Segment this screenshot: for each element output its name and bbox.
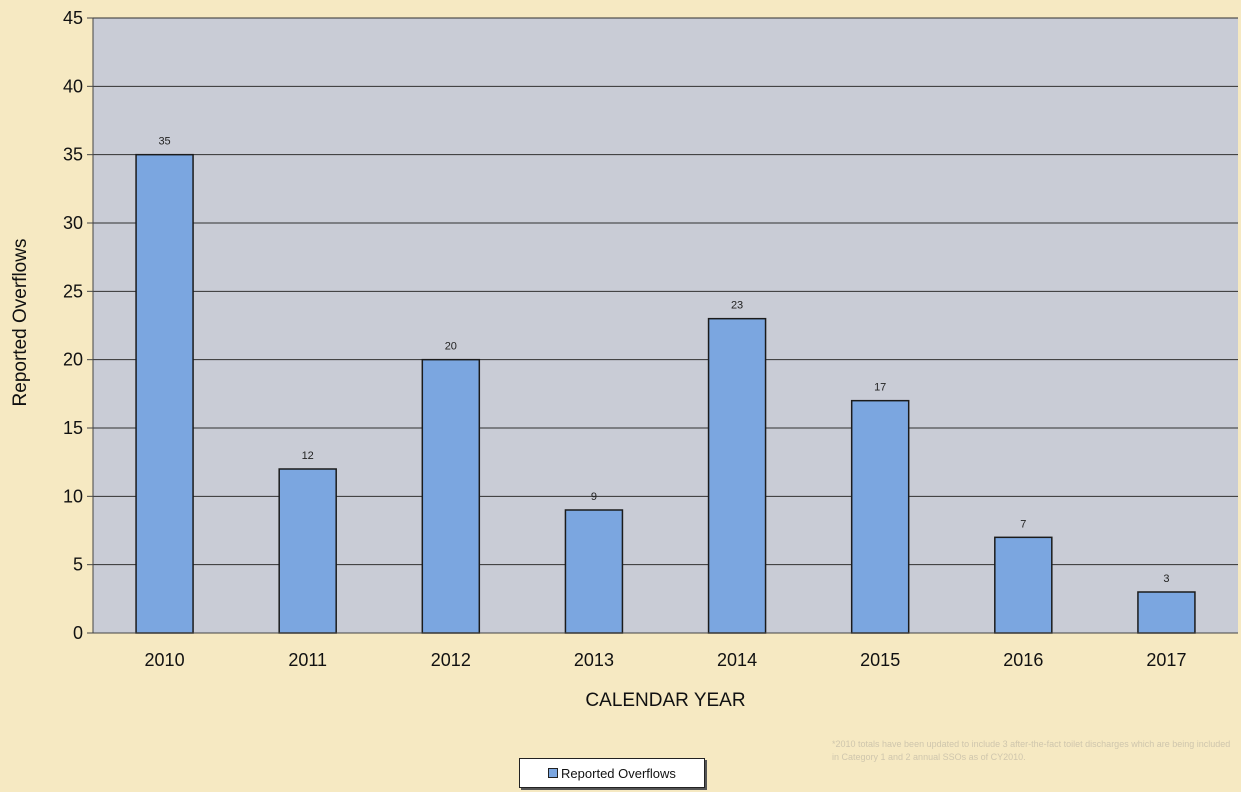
legend-label: Reported Overflows bbox=[561, 765, 676, 781]
bar-2010 bbox=[135, 153, 194, 634]
bars bbox=[135, 153, 1196, 634]
bar-2011 bbox=[278, 468, 337, 634]
data-label: 7 bbox=[1020, 518, 1026, 530]
axes bbox=[87, 17, 1238, 634]
y-tick-label: 20 bbox=[63, 350, 83, 370]
x-tick-label: 2010 bbox=[145, 650, 185, 670]
x-tick-label: 2011 bbox=[288, 650, 327, 670]
x-tick-label: 2013 bbox=[574, 650, 614, 670]
plot-area bbox=[93, 18, 1238, 633]
legend-swatch bbox=[548, 768, 559, 778]
y-tick-labels: 0 5 10 15 20 25 30 35 40 45 bbox=[63, 8, 83, 643]
x-axis-title: CALENDAR YEAR bbox=[585, 690, 745, 711]
y-tick-label: 25 bbox=[63, 281, 83, 301]
bar-2017 bbox=[1137, 591, 1196, 634]
y-tick-label: 5 bbox=[73, 555, 83, 575]
y-tick-label: 40 bbox=[63, 76, 83, 96]
y-tick-label: 30 bbox=[63, 213, 83, 233]
data-label: 23 bbox=[731, 300, 743, 312]
x-tick-label: 2015 bbox=[860, 650, 900, 670]
y-tick-label: 35 bbox=[63, 145, 83, 165]
data-label: 17 bbox=[874, 382, 886, 394]
footnote: *2010 totals have been updated to includ… bbox=[832, 739, 1231, 762]
data-label: 9 bbox=[591, 491, 597, 503]
y-tick-label: 15 bbox=[63, 418, 83, 438]
y-tick-label: 45 bbox=[63, 8, 83, 28]
y-tick-label: 0 bbox=[73, 623, 83, 643]
bar-2015 bbox=[850, 399, 910, 634]
bar-2014 bbox=[707, 317, 767, 634]
data-labels: 35 12 20 9 23 17 7 3 bbox=[158, 136, 1169, 585]
y-axis-title: Reported Overflows bbox=[10, 239, 31, 407]
data-label: 35 bbox=[158, 136, 170, 148]
y-tick-label: 10 bbox=[63, 486, 83, 506]
data-label: 12 bbox=[302, 450, 314, 462]
x-tick-label: 2012 bbox=[431, 650, 471, 670]
bar-2012 bbox=[421, 358, 481, 634]
data-label: 3 bbox=[1163, 573, 1169, 585]
x-tick-label: 2016 bbox=[1003, 650, 1043, 670]
x-tick-label: 2014 bbox=[717, 650, 757, 670]
bar-2016 bbox=[994, 536, 1053, 634]
x-tick-label: 2017 bbox=[1146, 650, 1186, 670]
legend: Reported Overflows bbox=[519, 758, 705, 788]
data-label: 20 bbox=[445, 341, 457, 353]
bar-2013 bbox=[564, 509, 624, 634]
x-tick-labels: 2010 2011 2012 2013 2014 2015 2016 2017 bbox=[145, 650, 1187, 670]
